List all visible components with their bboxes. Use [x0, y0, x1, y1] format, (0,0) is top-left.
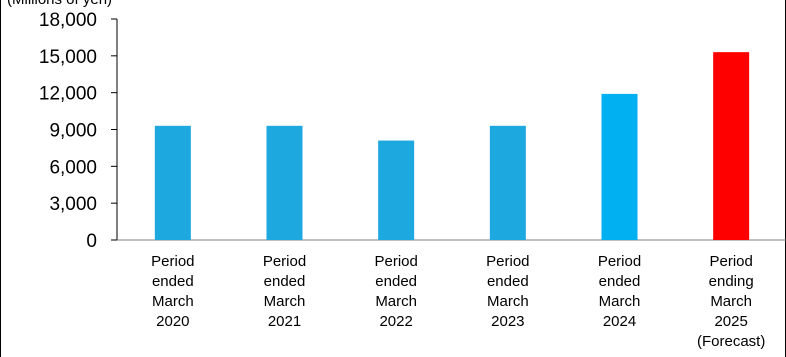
- y-tick-label: 0: [86, 231, 97, 252]
- y-axis: 0 3,000 6,000 9,000 12,000 15,000 18,000: [39, 10, 786, 252]
- bars: [154, 52, 750, 241]
- y-tick-label: 6,000: [49, 157, 97, 178]
- y-unit-label: (Millions of yen): [7, 0, 112, 8]
- x-category-label: Period ending March 2025 (Forecast): [697, 253, 765, 350]
- x-category-label: Period ended March 2020: [151, 253, 194, 330]
- bar: [601, 93, 638, 241]
- y-tick-label: 9,000: [49, 121, 97, 142]
- bar: [713, 52, 750, 241]
- y-tick-label: 15,000: [39, 47, 97, 68]
- bar: [378, 140, 415, 240]
- y-tick-label: 12,000: [39, 84, 97, 105]
- x-category-label: Period ended March 2024: [598, 253, 641, 330]
- bar: [154, 125, 191, 240]
- x-category-label: Period ended March 2021: [263, 253, 306, 330]
- y-tick-label: 18,000: [39, 10, 97, 31]
- bar: [266, 125, 303, 240]
- x-category-label: Period ended March 2022: [374, 253, 417, 330]
- y-tick-label: 3,000: [49, 194, 97, 215]
- x-category-label: Period ended March 2023: [486, 253, 529, 330]
- category-labels: Period ended March 2020 Period ended March 2021…: [151, 253, 765, 350]
- bar: [489, 125, 526, 240]
